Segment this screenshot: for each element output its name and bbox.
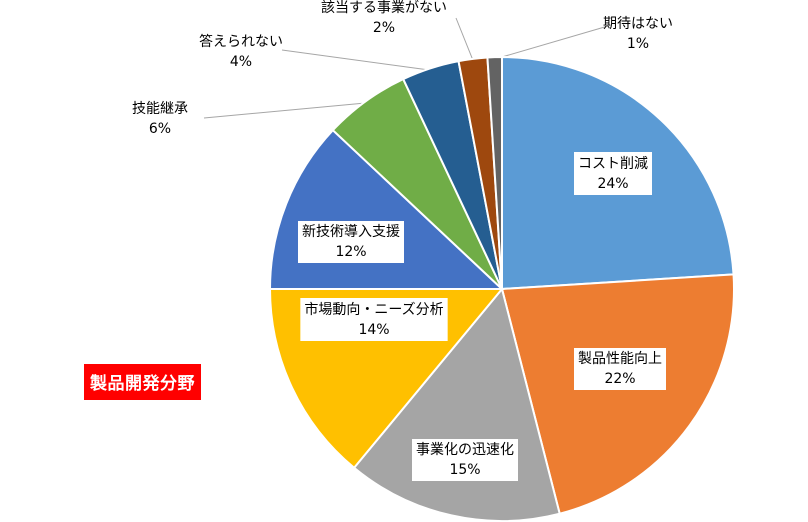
slice-category-4: 市場動向・ニーズ分析 (304, 301, 443, 318)
slice-label-5: 新技術導入支援 12% (298, 221, 404, 263)
slice-percent-1: 24% (597, 176, 628, 192)
slice-category-6: 技能継承 (132, 101, 188, 117)
slice-label-box-5 (298, 221, 404, 263)
category-badge: 製品開発分野 (84, 364, 201, 400)
leader-line-6 (203, 102, 367, 119)
slice-percent-8: 2% (373, 20, 395, 36)
slice-percent-3: 15% (449, 462, 480, 478)
slice-percent-5: 12% (335, 244, 366, 260)
slice-percent-6: 6% (149, 121, 171, 137)
slice-category-8: 該当する事業がない (321, 0, 447, 16)
slice-label-3: 事業化の迅速化 15% (412, 439, 518, 481)
slice-category-7: 答えられない (199, 33, 283, 50)
slice-percent-2: 22% (604, 371, 635, 387)
slice-category-9: 期待はない (603, 16, 673, 32)
slice-label-1: コスト削減 24% (574, 152, 652, 195)
slice-label-4: 市場動向・ニーズ分析 14% (300, 298, 448, 341)
slice-label-box-3 (412, 439, 518, 481)
slice-category-2: 製品性能向上 (578, 351, 662, 367)
slice-label-box-2 (574, 348, 666, 390)
leader-line-7 (281, 49, 431, 71)
slice-category-1: コスト削減 (578, 155, 648, 172)
slice-label-box-1 (574, 152, 652, 195)
slice-percent-7: 4% (230, 54, 252, 70)
slice-percent-4: 14% (358, 322, 389, 338)
leader-line-9 (494, 25, 609, 60)
slice-label-2: 製品性能向上 22% (574, 348, 666, 390)
leader-line-8 (455, 17, 474, 61)
slice-label-box-4 (300, 298, 448, 341)
slice-percent-9: 1% (627, 36, 649, 52)
slice-2 (500, 273, 735, 515)
slice-9 (486, 55, 503, 290)
slice-category-3: 事業化の迅速化 (416, 442, 514, 458)
slice-category-5: 新技術導入支援 (302, 224, 400, 240)
